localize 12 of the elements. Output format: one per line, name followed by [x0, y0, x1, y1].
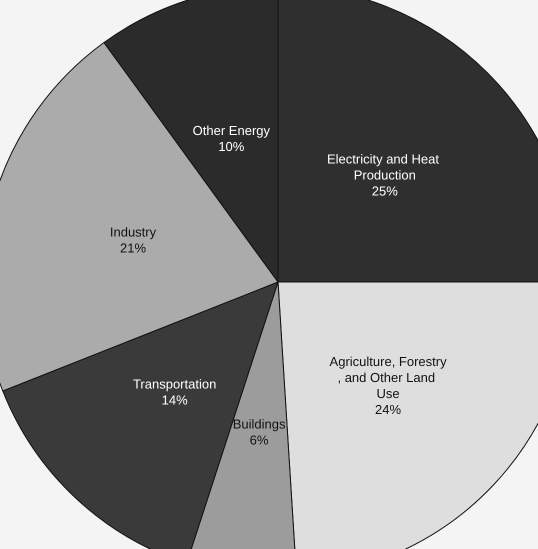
slice-label: Agriculture, Forestry, and Other Land Use	[330, 354, 448, 401]
slice-label: Buildings	[232, 416, 286, 432]
data-label: 6%	[250, 432, 269, 448]
slice-label: Industry	[110, 224, 157, 240]
slice-label: Other Energy	[192, 122, 270, 138]
data-label: 10%	[218, 138, 245, 154]
slice-label: Electricity and Heat Production	[326, 152, 443, 183]
data-label: 25%	[372, 184, 398, 199]
data-label: 14%	[162, 392, 188, 408]
slice-label: Transportation	[132, 376, 216, 392]
data-label: 21%	[120, 240, 146, 256]
data-label: 24%	[375, 402, 402, 417]
